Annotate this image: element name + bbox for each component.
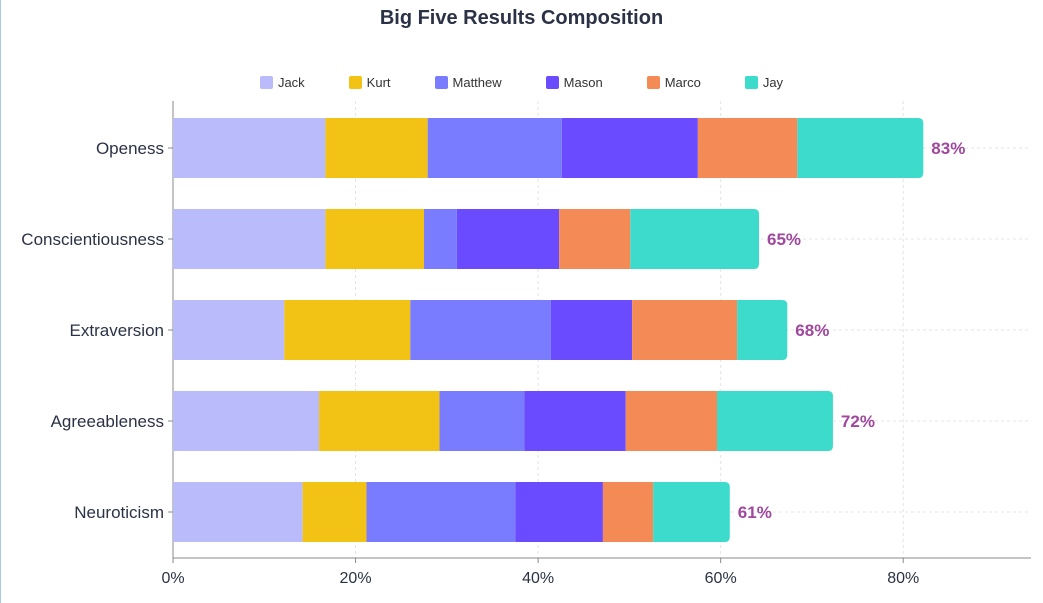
bar-segment <box>424 209 457 269</box>
bar-segment <box>284 300 411 360</box>
legend-swatch <box>744 75 758 89</box>
bar-segment <box>515 482 603 542</box>
bar-segment <box>550 300 633 360</box>
x-tick-label: 40% <box>522 570 554 587</box>
category-label: Conscientiousness <box>21 230 164 249</box>
legend-item[interactable]: Kurt <box>348 72 391 92</box>
bar-segment <box>456 209 560 269</box>
bar-total-label: 65% <box>767 230 801 249</box>
bar-segment <box>427 118 562 178</box>
legend-swatch <box>434 75 448 89</box>
legend-swatch <box>348 75 362 89</box>
bar-segment <box>173 118 326 178</box>
legend-swatch <box>259 75 273 89</box>
bar-segment <box>410 300 551 360</box>
legend-item[interactable]: Jack <box>259 72 305 92</box>
x-tick-label: 0% <box>161 570 184 587</box>
bar-segment <box>524 391 626 451</box>
bar-segment <box>173 391 320 451</box>
category-label: Neuroticism <box>74 503 164 522</box>
bar-segment <box>630 209 759 269</box>
legend-swatch <box>646 75 660 89</box>
chart-title: Big Five Results Composition <box>379 7 664 29</box>
bar-segment <box>302 482 367 542</box>
bar-total-label: 72% <box>841 412 875 431</box>
legend-label: Jay <box>762 74 784 90</box>
bar-segment <box>439 391 525 451</box>
window-left-border <box>0 0 1 603</box>
legend-label: Kurt <box>366 74 391 90</box>
bar-total-label: 68% <box>795 321 829 340</box>
bar-segment <box>325 118 428 178</box>
bar-segment <box>319 391 440 451</box>
x-tick-label: 20% <box>340 570 372 587</box>
bar-segment <box>625 391 718 451</box>
legend-item[interactable]: Mason <box>545 72 603 92</box>
bar-segment <box>737 300 788 360</box>
bar-segment <box>717 391 833 451</box>
bar-segment <box>173 482 303 542</box>
x-tick-label: 60% <box>705 570 737 587</box>
bar-segment <box>173 300 285 360</box>
bar-segment <box>602 482 654 542</box>
bar-segment <box>173 209 326 269</box>
legend-label: Matthew <box>452 74 502 90</box>
legend-swatch <box>545 75 559 89</box>
bar-segment <box>653 482 730 542</box>
bar-segment <box>797 118 924 178</box>
category-label: Extraversion <box>70 321 164 340</box>
legend-label: Marco <box>664 74 701 90</box>
x-tick-label: 80% <box>887 570 919 587</box>
legend-label: Jack <box>277 74 305 90</box>
bar-total-label: 83% <box>931 139 965 158</box>
bar-segment <box>366 482 516 542</box>
legend-item[interactable]: Matthew <box>434 72 502 92</box>
bar-segment <box>632 300 738 360</box>
category-label: Openess <box>96 139 164 158</box>
bar-segment <box>559 209 631 269</box>
bar-segment <box>561 118 698 178</box>
bar-total-label: 61% <box>738 503 772 522</box>
bar-segment <box>697 118 798 178</box>
chart-legend: Jack Kurt Matthew Mason Marco Jay <box>0 72 1043 92</box>
legend-item[interactable]: Jay <box>744 72 784 92</box>
category-label: Agreeableness <box>51 412 164 431</box>
legend-label: Mason <box>563 74 603 90</box>
legend-item[interactable]: Marco <box>646 72 701 92</box>
bar-segment <box>325 209 425 269</box>
